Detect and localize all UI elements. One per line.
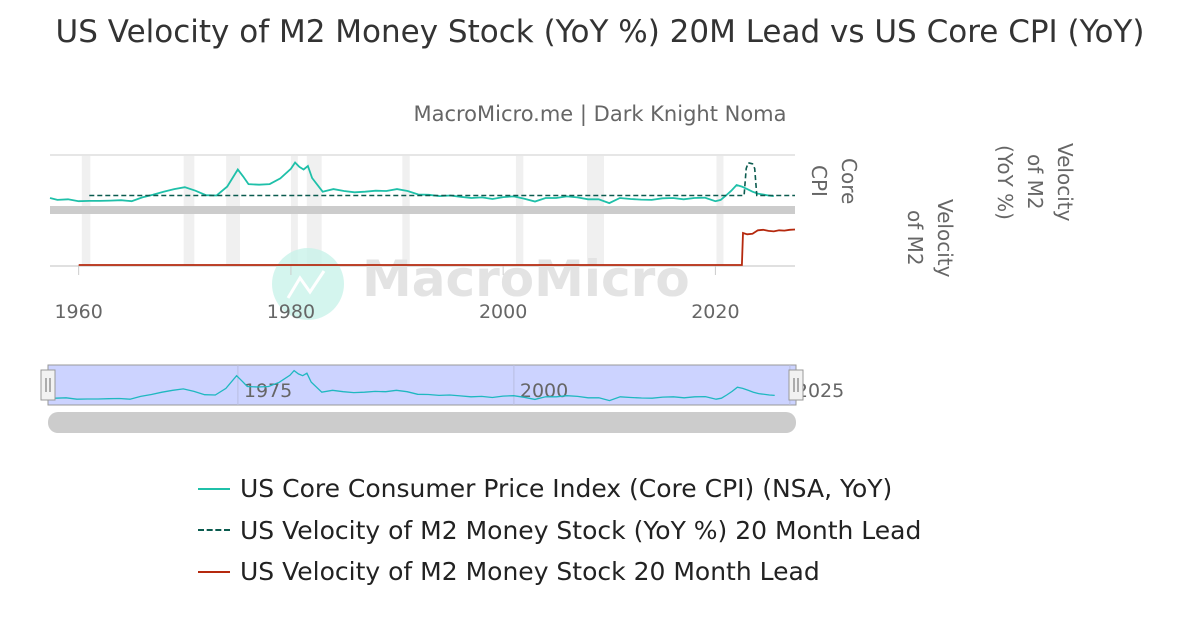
legend-label: US Velocity of M2 Money Stock 20 Month L… [240, 557, 820, 587]
x-tick-label: 2020 [691, 301, 739, 323]
legend-item-core-cpi[interactable]: US Core Consumer Price Index (Core CPI) … [198, 468, 921, 510]
legend-label: US Velocity of M2 Money Stock (YoY %) 20… [240, 515, 922, 545]
x-tick-label: 1960 [54, 301, 102, 323]
navigator-tick-label: 2000 [520, 380, 568, 402]
chart-subtitle: MacroMicro.me | Dark Knight Noma [413, 102, 787, 126]
navigator-scrollbar[interactable] [48, 412, 796, 433]
bottom-axis-title: Velocity of M2 [903, 198, 957, 278]
navigator-tick-label: 2025 [796, 380, 844, 402]
series-line-2 [78, 228, 796, 266]
navigator-handle-right[interactable] [788, 369, 804, 401]
legend-swatch [198, 570, 230, 573]
navigator-tick-label: 1975 [244, 380, 292, 402]
legend-item-velocity-yoy[interactable]: US Velocity of M2 Money Stock (YoY %) 20… [198, 510, 921, 552]
navigator-selection [47, 364, 797, 406]
right-axis-title: Velocity of M2 (YoY %) [993, 142, 1077, 222]
watermark-logo-icon [286, 270, 326, 299]
top-axis-title: Core CPI [807, 157, 861, 205]
legend: US Core Consumer Price Index (Core CPI) … [198, 468, 921, 593]
x-tick-label: 1980 [267, 301, 315, 323]
legend-swatch [198, 529, 230, 532]
panel-divider [50, 206, 795, 214]
legend-item-velocity[interactable]: US Velocity of M2 Money Stock 20 Month L… [198, 551, 921, 593]
legend-swatch [198, 487, 230, 490]
navigator-handle-left[interactable] [40, 369, 56, 401]
x-tick-label: 2000 [479, 301, 527, 323]
chart-title: US Velocity of M2 Money Stock (YoY %) 20… [55, 14, 1145, 50]
series-line-0 [49, 161, 774, 205]
watermark-text: MacroMicro [362, 250, 690, 308]
navigator-series [47, 369, 775, 402]
series-line-1 [89, 161, 795, 197]
legend-label: US Core Consumer Price Index (Core CPI) … [240, 474, 893, 504]
watermark-logo-icon [272, 248, 344, 320]
